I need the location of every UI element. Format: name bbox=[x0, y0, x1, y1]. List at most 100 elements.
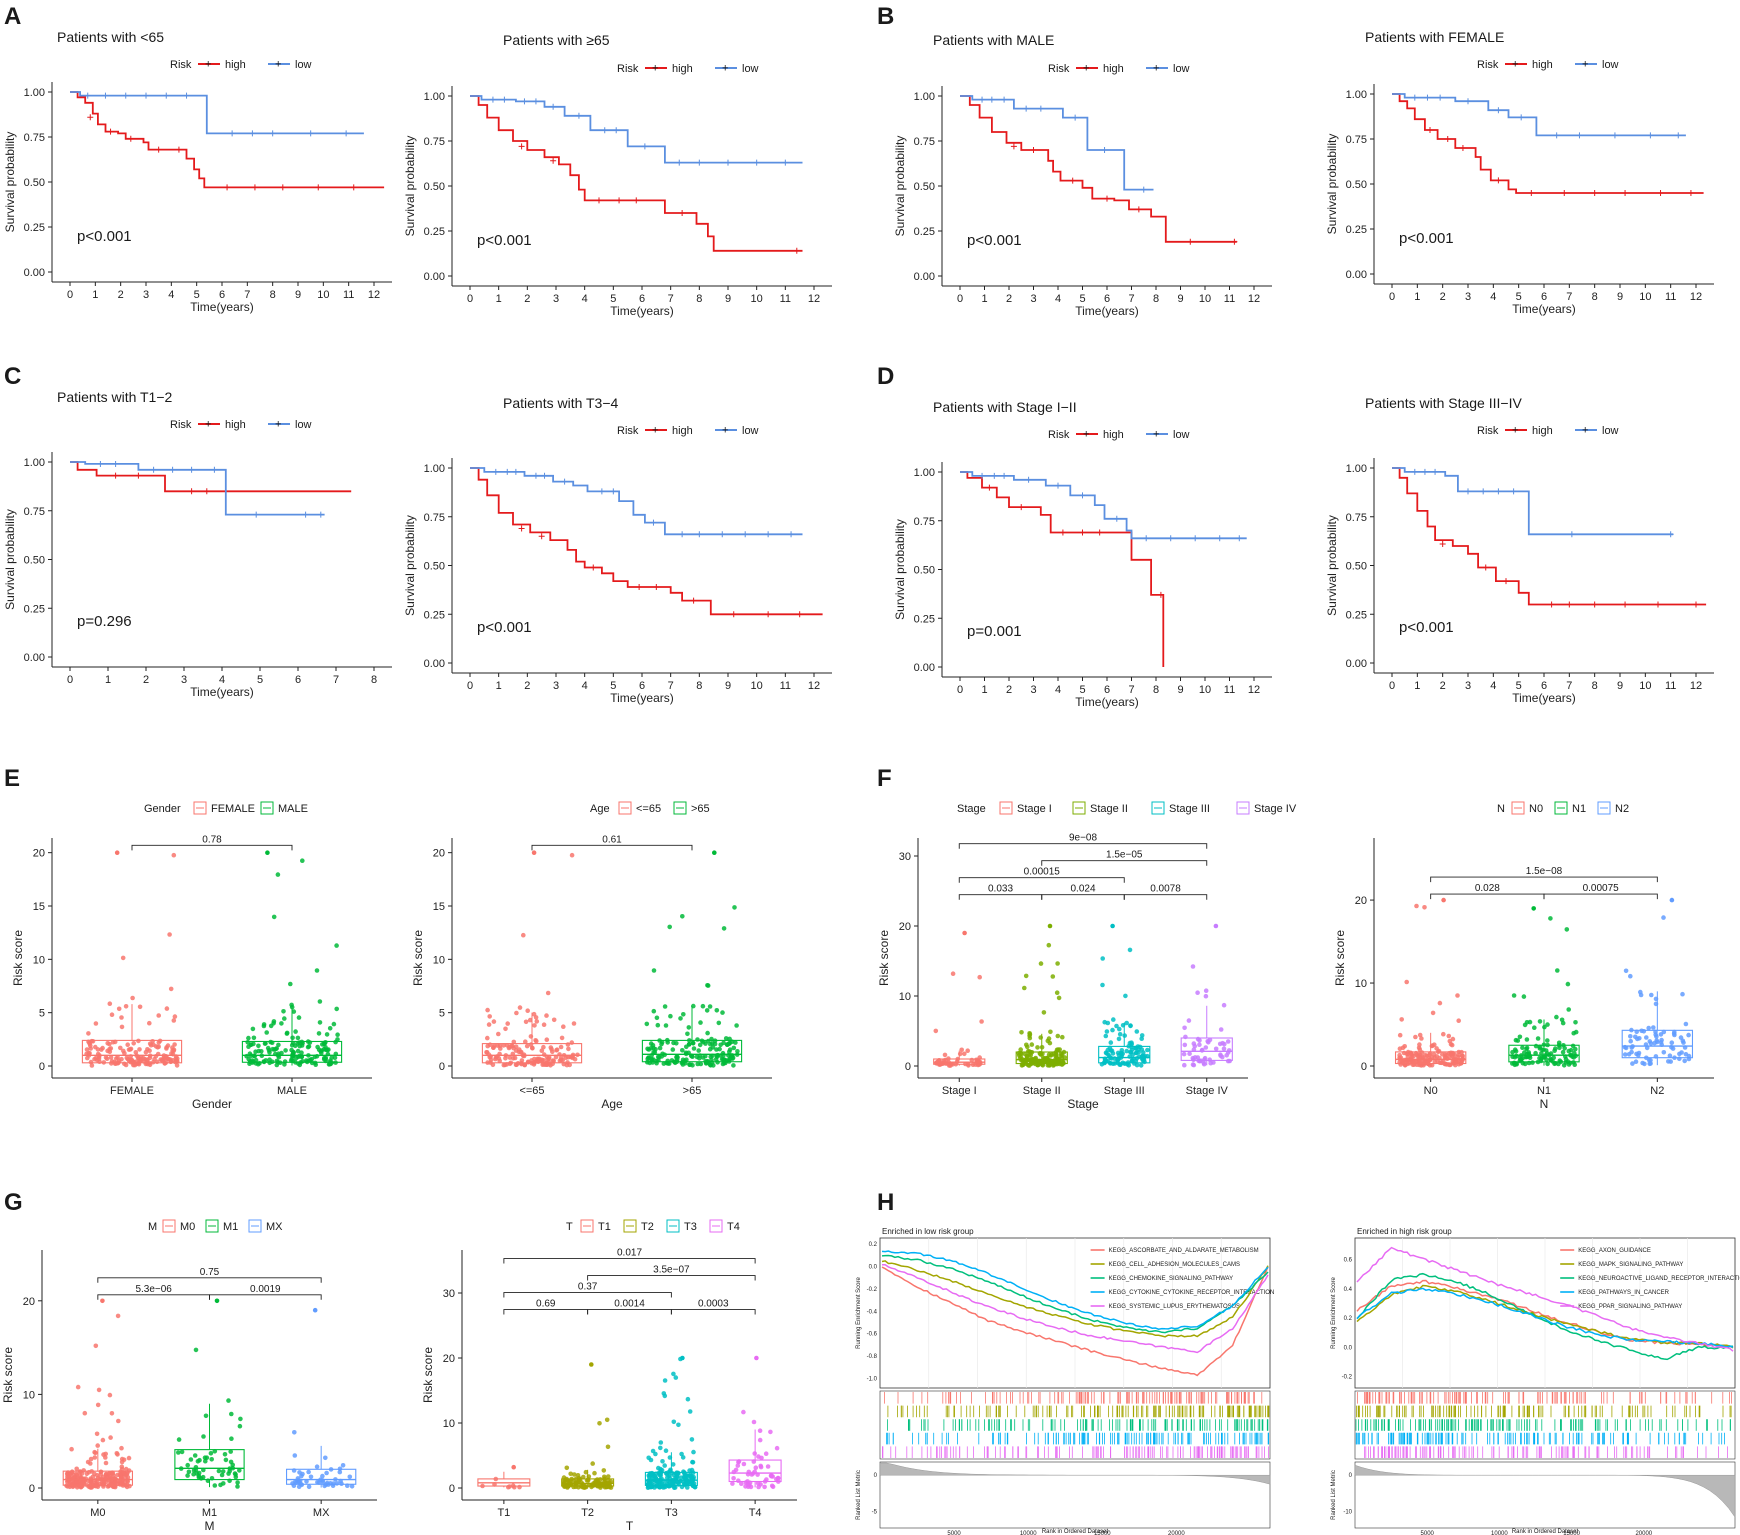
data-point bbox=[100, 1045, 105, 1051]
km-legend-title: Risk bbox=[170, 59, 192, 71]
censor-mark bbox=[636, 583, 643, 590]
gsea-legend-label: KEGG_PPAR_SIGNALING_PATHWAY bbox=[1578, 1304, 1682, 1310]
data-point bbox=[116, 1006, 122, 1012]
data-point bbox=[527, 1017, 533, 1023]
data-point bbox=[1646, 1025, 1651, 1031]
data-point bbox=[1103, 1050, 1109, 1055]
data-point bbox=[69, 1446, 74, 1452]
data-point bbox=[1191, 1041, 1197, 1046]
km-legend-label-high: high bbox=[225, 419, 246, 431]
x-tick-label: 7 bbox=[333, 674, 339, 686]
comparison-p-value: 0.37 bbox=[578, 1282, 598, 1293]
data-point bbox=[259, 1049, 264, 1054]
data-point bbox=[334, 943, 339, 948]
x-tick-label: 0 bbox=[67, 674, 73, 686]
data-point bbox=[755, 1481, 761, 1486]
y2-axis-label: Ranked List Metric bbox=[856, 1470, 862, 1520]
data-point bbox=[1103, 1033, 1109, 1039]
data-point bbox=[193, 1347, 199, 1353]
data-point bbox=[511, 1039, 517, 1045]
panel-label-h: H bbox=[877, 1189, 894, 1216]
data-point bbox=[1114, 1023, 1119, 1029]
comparison-p-value: 0.61 bbox=[602, 834, 622, 845]
data-point bbox=[321, 1047, 327, 1052]
y-axis-label: Survival probability bbox=[1325, 134, 1339, 235]
data-point bbox=[541, 1044, 546, 1050]
y-tick-label: 1.00 bbox=[24, 87, 45, 99]
y-tick-label: -0.2 bbox=[867, 1287, 878, 1293]
data-point bbox=[267, 1057, 272, 1062]
x-tick-label: 5000 bbox=[947, 1531, 961, 1535]
data-point bbox=[107, 1049, 113, 1055]
censor-mark bbox=[1576, 132, 1583, 139]
data-point bbox=[533, 1038, 538, 1043]
km-legend-key-mark: + bbox=[1512, 425, 1518, 437]
data-point bbox=[186, 1469, 192, 1475]
data-point bbox=[246, 1044, 251, 1049]
data-point bbox=[687, 1468, 692, 1473]
data-point bbox=[541, 1022, 547, 1027]
data-point bbox=[123, 1062, 129, 1068]
x-tick-label: MALE bbox=[277, 1085, 307, 1097]
data-point bbox=[75, 1384, 81, 1390]
km-curve-high bbox=[470, 467, 823, 616]
data-point bbox=[246, 1035, 251, 1041]
data-point bbox=[530, 1045, 535, 1051]
censor-mark bbox=[1437, 94, 1444, 101]
censor-mark bbox=[1622, 190, 1629, 196]
data-point bbox=[1570, 1043, 1576, 1049]
box-legend-label: MX bbox=[266, 1221, 283, 1233]
x-tick-label: 3 bbox=[143, 289, 149, 301]
censor-mark bbox=[1503, 578, 1509, 585]
x-tick-label: 10 bbox=[1639, 291, 1651, 303]
data-point bbox=[1203, 1045, 1209, 1050]
gsea-curve-2 bbox=[881, 1254, 1269, 1334]
censor-mark bbox=[1439, 541, 1446, 548]
censor-mark bbox=[979, 96, 986, 103]
x-axis-label: Time(years) bbox=[1075, 304, 1139, 318]
data-point bbox=[228, 1459, 234, 1465]
data-point bbox=[1560, 1020, 1566, 1026]
data-point bbox=[1633, 1034, 1638, 1040]
p-value: p<0.001 bbox=[967, 232, 1022, 249]
data-point bbox=[292, 1430, 297, 1435]
data-point bbox=[1145, 1047, 1150, 1053]
comparison-p-value: 3.5e−07 bbox=[653, 1265, 690, 1276]
x-tick-label: 8 bbox=[270, 289, 276, 301]
censor-mark bbox=[1023, 105, 1030, 112]
data-point bbox=[498, 1046, 503, 1051]
data-point bbox=[296, 1015, 302, 1020]
censor-mark bbox=[251, 184, 258, 191]
data-point bbox=[235, 1484, 240, 1489]
box-chart-G2: T T1 T2 T3 T4 0 10 20 30 T1 T2 T3 T4 T Risk score 0.69 0… bbox=[421, 1219, 797, 1533]
censor-mark bbox=[696, 159, 703, 166]
data-point bbox=[1539, 1056, 1544, 1062]
gsea-enrichment-plots: Enriched in low risk group 0.2 0.0 -0.2 -0.4… bbox=[856, 1227, 1740, 1535]
censor-mark bbox=[143, 92, 149, 99]
data-point bbox=[1510, 1049, 1515, 1055]
censor-mark bbox=[550, 103, 557, 110]
panel-label-d: D bbox=[877, 363, 894, 390]
data-point bbox=[1221, 1002, 1227, 1008]
data-point bbox=[317, 999, 323, 1004]
data-point bbox=[1138, 1063, 1144, 1068]
data-point bbox=[201, 1434, 206, 1439]
censor-mark bbox=[307, 130, 314, 137]
data-point bbox=[531, 1011, 537, 1017]
censor-mark bbox=[102, 92, 109, 99]
x-tick-label: 0 bbox=[1389, 291, 1395, 303]
y-tick-label: 0.75 bbox=[424, 136, 445, 148]
y-tick-label: 0.6 bbox=[1344, 1258, 1353, 1264]
y-tick-label: -0.6 bbox=[867, 1332, 878, 1338]
data-point bbox=[667, 924, 672, 930]
x-tick-label: 12 bbox=[808, 680, 820, 692]
data-point bbox=[662, 1004, 668, 1009]
data-point bbox=[1110, 1027, 1115, 1033]
gsea-metric-frame bbox=[1354, 1461, 1736, 1529]
x-tick-label: 3 bbox=[1465, 680, 1471, 692]
x-tick-label: 4 bbox=[168, 289, 174, 301]
data-point bbox=[88, 1043, 93, 1049]
y-axis-label: Risk score bbox=[877, 930, 891, 986]
x-tick-label: 9 bbox=[725, 293, 731, 305]
data-point bbox=[660, 1459, 665, 1464]
